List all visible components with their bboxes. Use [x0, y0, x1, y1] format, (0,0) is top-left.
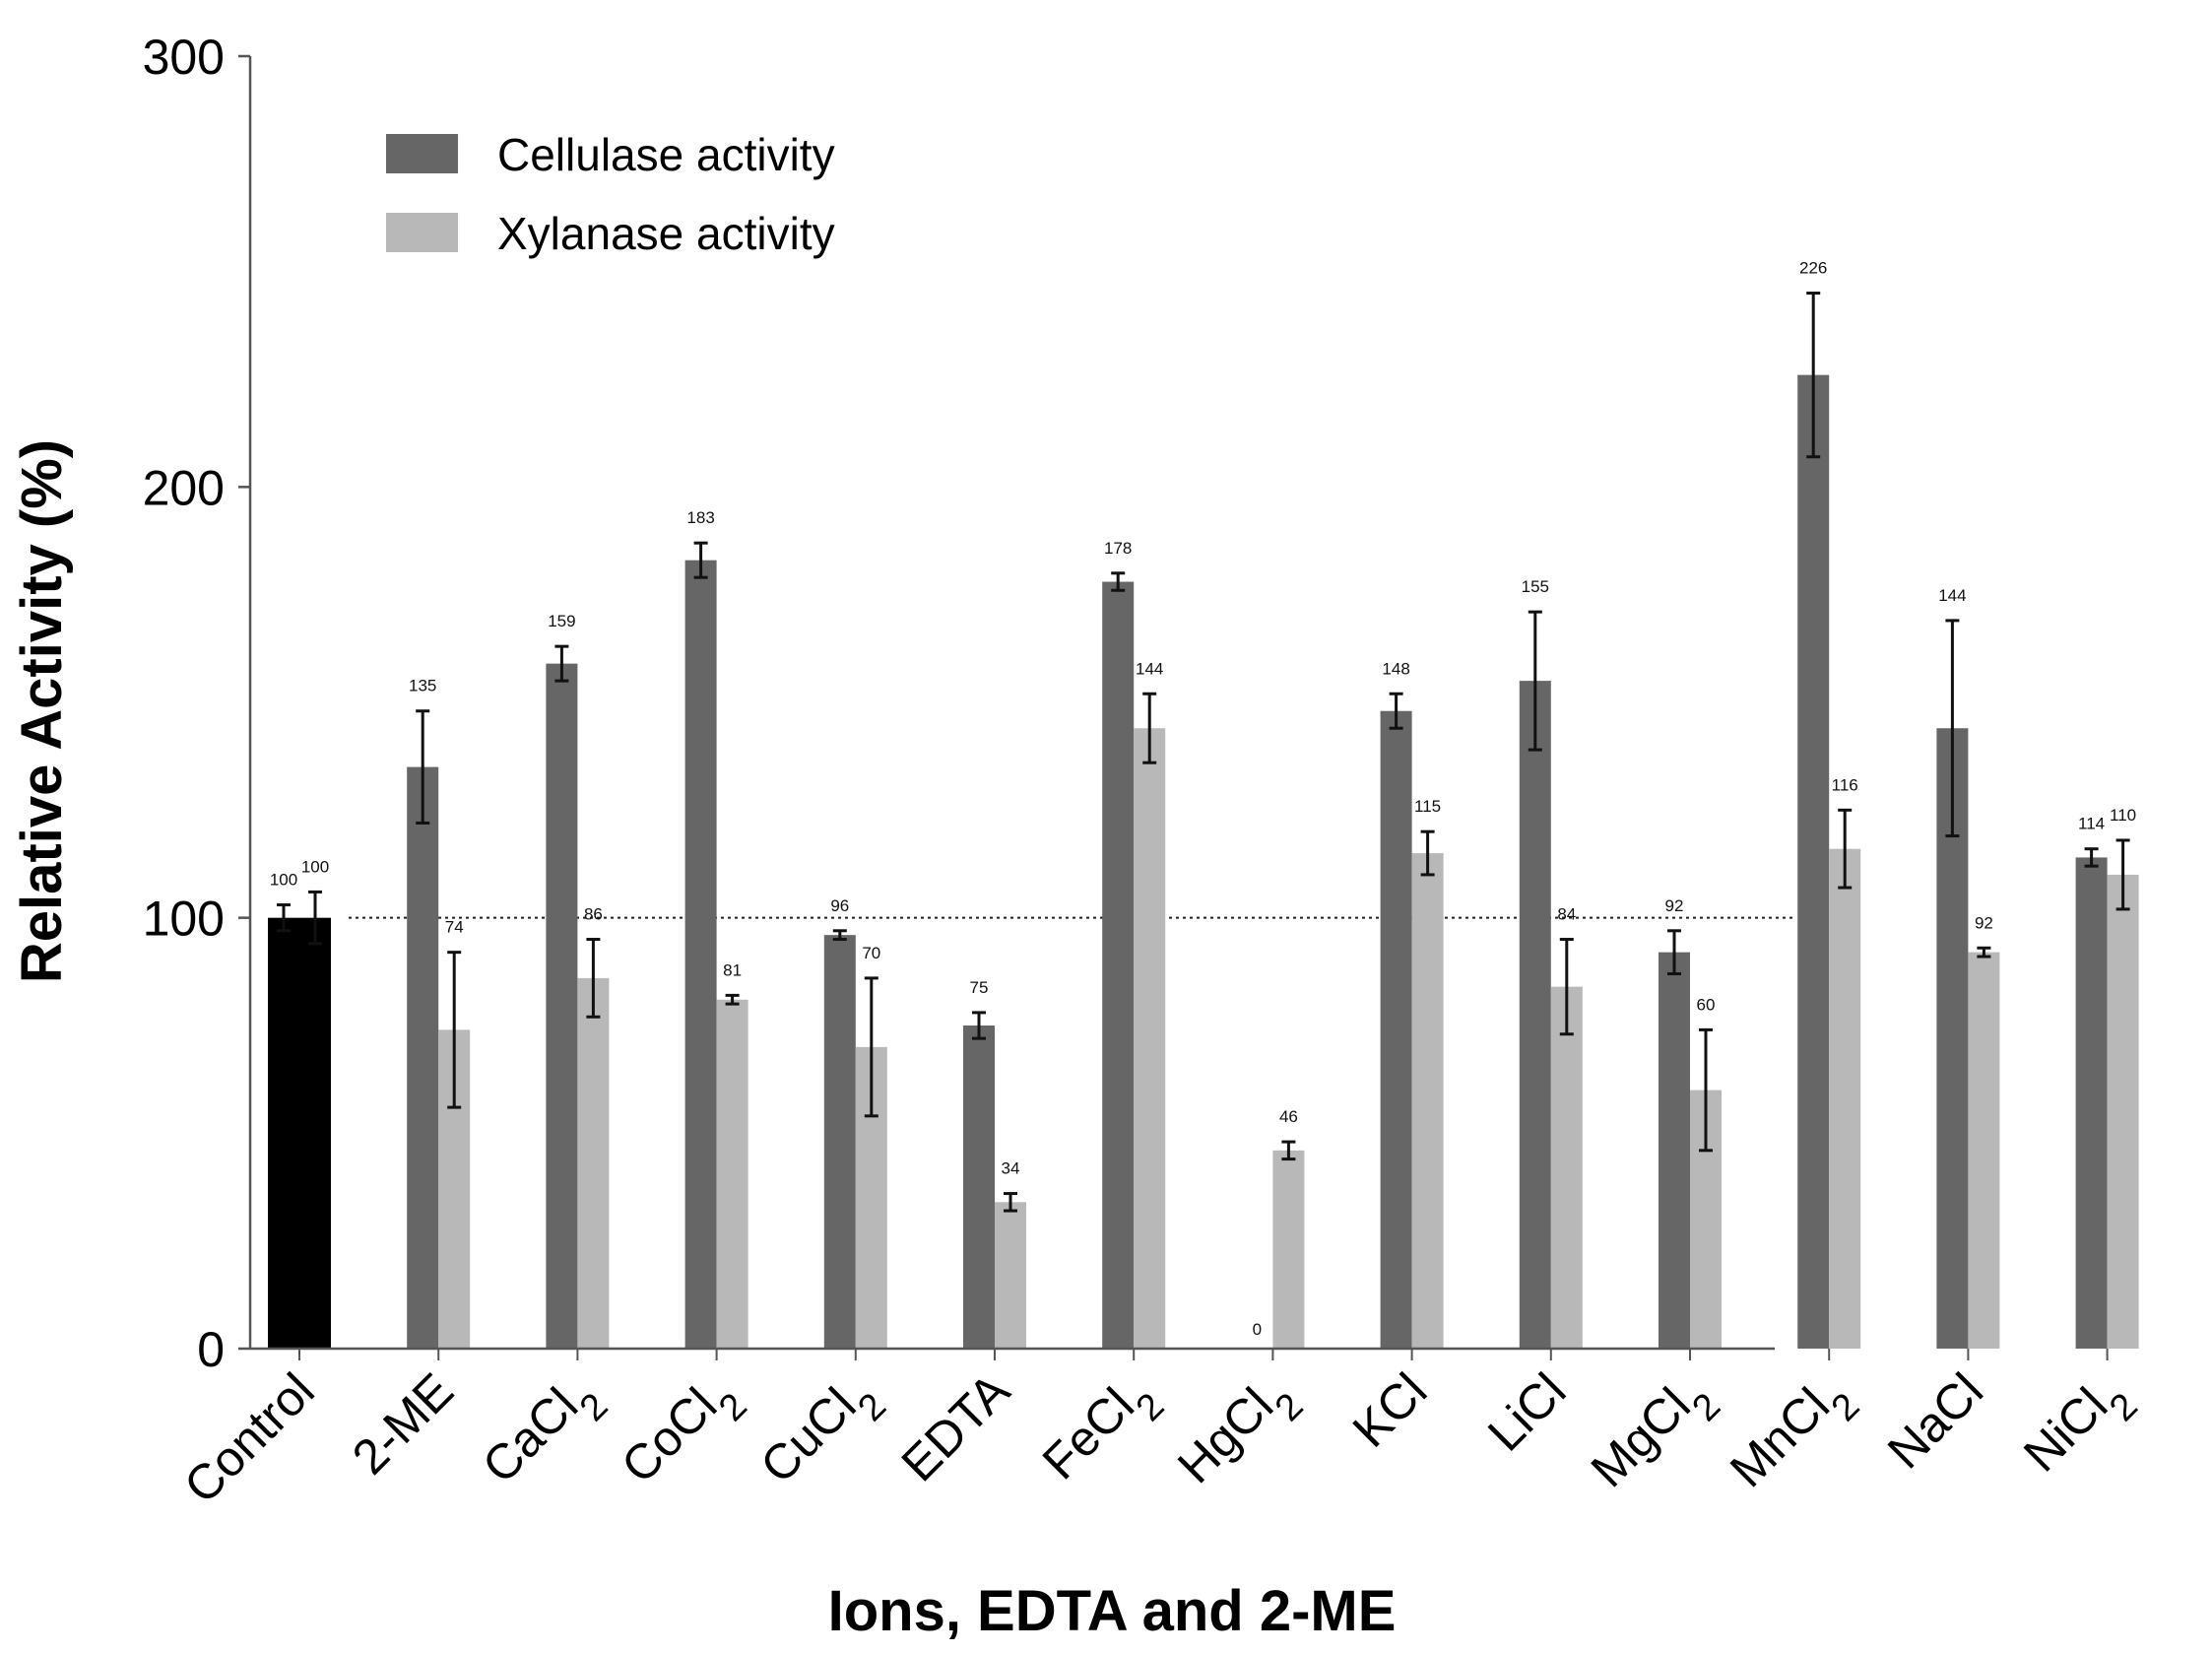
value-label-cellulase-nicl2: 114: [2078, 815, 2105, 833]
value-label-cellulase-kcl: 148: [1382, 659, 1409, 678]
bar-xylanase-kcl: [1411, 853, 1444, 1349]
x-tick-label-cacl2: CaCl2: [472, 1362, 617, 1507]
value-label-cellulase-cacl2: 159: [548, 612, 575, 630]
y-tick-label-200: 200: [143, 460, 225, 515]
x-tick-label-mgcl2: MgCl2: [1581, 1362, 1728, 1510]
bar-cellulase-kcl: [1380, 710, 1412, 1349]
bar-cellulase-control: [268, 917, 299, 1349]
bar-xylanase-mncl2: [1829, 848, 1861, 1349]
bar-xylanase-cocl2: [716, 999, 748, 1349]
y-tick-label-0: 0: [197, 1322, 225, 1377]
bar-xylanase-nacl: [1968, 952, 2000, 1349]
value-label-xylanase-nacl: 92: [1975, 913, 1993, 932]
bar-xylanase-control: [299, 917, 331, 1349]
x-tick-label-control: Control: [173, 1362, 325, 1514]
value-label-xylanase-cucl2: 70: [862, 944, 880, 962]
legend-label-cellulase: Cellulase activity: [497, 129, 835, 180]
value-label-xylanase-edta: 34: [1002, 1159, 1020, 1178]
bar-cellulase-cucl2: [823, 935, 856, 1349]
value-label-xylanase-2-me: 74: [445, 918, 464, 937]
value-label-cellulase-nacl: 144: [1938, 586, 1966, 605]
bar-xylanase-cacl2: [577, 977, 610, 1349]
bar-cellulase-licl: [1519, 681, 1551, 1349]
legend-label-xylanase: Xylanase activity: [497, 208, 835, 259]
value-label-xylanase-cacl2: 86: [584, 905, 603, 924]
value-label-cellulase-mgcl2: 92: [1665, 896, 1684, 915]
bar-xylanase-hgcl2: [1272, 1150, 1305, 1349]
x-tick-label-cocl2: CoCl2: [611, 1362, 755, 1507]
x-tick-label-fecl2: FeCl2: [1032, 1362, 1173, 1503]
value-label-cellulase-control: 100: [270, 871, 297, 890]
axes-layer: [238, 54, 2109, 1360]
value-label-cellulase-edta: 75: [970, 978, 989, 997]
bar-cellulase-mgcl2: [1659, 952, 1690, 1349]
bar-cellulase-edta: [963, 1025, 995, 1349]
value-label-xylanase-kcl: 115: [1414, 797, 1441, 816]
bar-cellulase-mncl2: [1797, 374, 1830, 1349]
value-label-xylanase-fecl2: 144: [1136, 659, 1163, 678]
bar-cellulase-cocl2: [684, 560, 717, 1349]
x-tick-label-cucl2: CuCl2: [749, 1362, 894, 1507]
y-tick-label-100: 100: [143, 892, 225, 947]
value-label-xylanase-mncl2: 116: [1832, 775, 1858, 794]
x-tick-label-nacl: NaCl: [1877, 1362, 1993, 1479]
value-label-cellulase-fecl2: 178: [1104, 539, 1132, 558]
value-label-xylanase-licl: 84: [1557, 905, 1576, 924]
bar-cellulase-nicl2: [2075, 857, 2108, 1349]
bar-xylanase-licl: [1550, 986, 1583, 1349]
bars-layer: [268, 292, 2139, 1349]
bar-cellulase-fecl2: [1102, 581, 1135, 1349]
x-tick-label-mncl2: MnCl2: [1720, 1362, 1867, 1510]
value-label-cellulase-mncl2: 226: [1799, 259, 1827, 278]
value-label-xylanase-nicl2: 110: [2110, 806, 2136, 825]
value-label-xylanase-control: 100: [301, 857, 329, 876]
y-tick-label-300: 300: [143, 30, 225, 85]
legend-swatch-xylanase: [386, 213, 458, 252]
value-label-cellulase-hgcl2: 0: [1253, 1320, 1262, 1339]
value-label-cellulase-cocl2: 183: [686, 508, 714, 527]
x-tick-label-licl: LiCl: [1477, 1362, 1577, 1462]
value-label-cellulase-licl: 155: [1522, 577, 1549, 596]
bar-xylanase-edta: [995, 1202, 1026, 1349]
y-axis-title: Relative Activity (%): [10, 439, 74, 983]
bar-cellulase-2-me: [407, 766, 439, 1349]
value-label-cellulase-cucl2: 96: [830, 896, 849, 915]
x-tick-label-edta: EDTA: [891, 1362, 1021, 1492]
value-label-xylanase-hgcl2: 46: [1279, 1107, 1298, 1126]
value-label-xylanase-cocl2: 81: [723, 960, 742, 979]
bar-cellulase-cacl2: [546, 663, 578, 1349]
bar-xylanase-nicl2: [2107, 874, 2139, 1349]
x-tick-label-2-me: 2-ME: [342, 1362, 464, 1485]
bar-xylanase-fecl2: [1134, 728, 1166, 1349]
x-tick-label-kcl: KCl: [1342, 1362, 1438, 1458]
value-label-cellulase-2-me: 135: [409, 677, 436, 695]
value-label-xylanase-mgcl2: 60: [1697, 995, 1716, 1014]
legend-swatch-cellulase: [386, 134, 458, 173]
x-tick-label-hgcl2: HgCl2: [1167, 1362, 1312, 1507]
x-tick-label-nicl2: NiCl2: [2013, 1362, 2146, 1495]
legend: Cellulase activity Xylanase activity: [386, 129, 835, 259]
x-axis-title: Ions, EDTA and 2-ME: [828, 1579, 1397, 1643]
